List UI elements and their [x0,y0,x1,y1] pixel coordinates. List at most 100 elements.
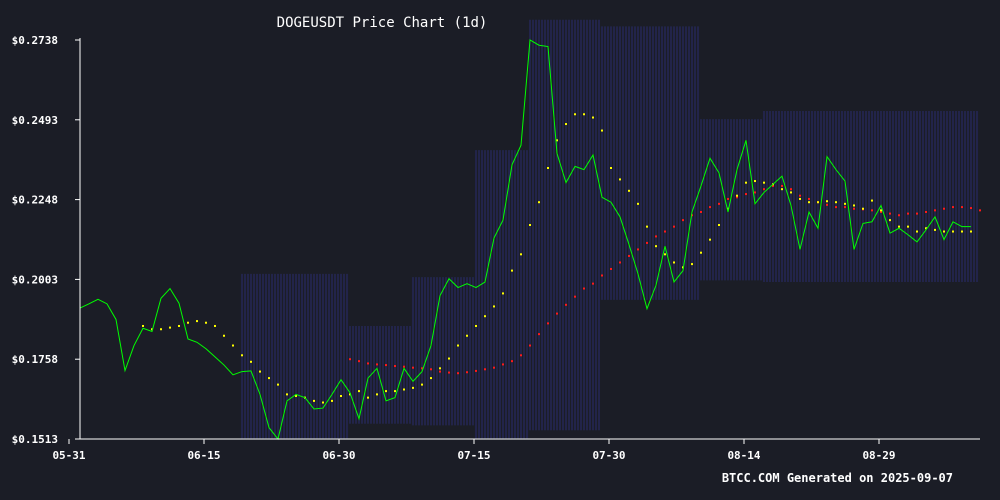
ma-short-point [718,224,720,227]
ma-long-point [709,206,711,209]
ma-short-point [916,230,918,233]
ma-long-series [349,184,981,375]
ma-long-point [772,184,774,187]
ma-short-point [943,230,945,233]
ma-short-point [547,167,549,170]
ma-long-point [664,230,666,233]
ma-long-point [439,370,441,373]
ma-long-point [394,365,396,368]
ma-long-point [466,371,468,374]
band-segment-0 [241,273,348,439]
ma-short-point [736,194,738,197]
ma-short-point [655,245,657,248]
ma-short-point [367,396,369,399]
ma-short-point [565,123,567,126]
ma-long-point [430,368,432,371]
x-tick-label: 06-30 [322,449,355,462]
ma-short-point [637,202,639,205]
ma-long-point [763,188,765,191]
ma-short-point [295,395,297,398]
ma-long-point [529,344,531,347]
ma-short-point [421,383,423,386]
ma-short-point [934,228,936,231]
band-segment-5 [601,26,699,300]
ma-short-point [952,230,954,233]
ma-long-point [502,363,504,366]
x-tick-label: 08-14 [727,449,760,462]
ma-short-point [160,328,162,331]
x-tick-label: 08-29 [862,449,895,462]
ma-long-point [916,212,918,215]
y-tick-label: $0.1758 [12,353,58,366]
ma-short-point [241,354,243,357]
ma-long-point [349,358,351,361]
ma-short-point [385,390,387,393]
ma-short-point [475,324,477,327]
ma-long-point [520,354,522,357]
ma-short-point [268,377,270,380]
ma-long-point [799,194,801,197]
x-tick-label: 05-31 [52,449,85,462]
ma-long-point [682,219,684,222]
ma-short-point [178,324,180,327]
x-tick-label: 07-15 [457,449,490,462]
ma-long-point [736,196,738,199]
ma-short-point [142,324,144,327]
ma-long-point [979,209,981,212]
ma-long-point [646,241,648,244]
ma-long-point [826,203,828,206]
band-layer [241,19,978,439]
ma-long-point [655,235,657,238]
ma-long-point [601,274,603,277]
ma-short-point [259,370,261,373]
ma-long-point [718,202,720,205]
ma-long-point [871,209,873,212]
ma-long-point [565,303,567,306]
y-tick-label: $0.1513 [12,433,58,446]
band-segment-3 [475,150,528,439]
ma-short-point [781,188,783,191]
ma-long-point [835,206,837,209]
ma-short-point [790,191,792,194]
ma-short-point [808,201,810,204]
y-tick-label: $0.2738 [12,34,58,47]
ma-short-point [610,167,612,170]
band-segment-2 [412,277,474,426]
band-segment-1 [349,325,411,424]
ma-long-point [412,366,414,369]
ma-short-point [448,357,450,360]
ma-short-point [529,224,531,227]
ma-short-point [511,269,513,272]
ma-short-point [763,181,765,184]
ma-short-point [340,395,342,398]
ma-long-point [547,322,549,325]
ma-short-point [538,201,540,204]
ma-short-point [457,344,459,347]
chart-footer: BTCC.COM Generated on 2025-09-07 [722,471,953,485]
ma-short-point [646,225,648,228]
ma-short-point [232,344,234,347]
y-tick-label: $0.2248 [12,194,58,207]
ma-long-point [484,368,486,371]
ma-short-point [628,189,630,192]
y-tick-label: $0.2003 [12,273,58,286]
ma-short-point [277,383,279,386]
ma-long-point [511,360,513,363]
ma-long-point [673,225,675,228]
ma-short-point [493,305,495,308]
ma-long-point [880,210,882,213]
ma-long-point [403,365,405,368]
ma-long-point [421,367,423,370]
ma-short-point [817,201,819,204]
ma-short-point [889,219,891,222]
ma-long-point [898,214,900,217]
ma-short-point [871,199,873,202]
ma-short-point [196,320,198,323]
ma-long-point [700,210,702,213]
ma-short-point [619,178,621,181]
ma-short-point [412,386,414,389]
ma-short-point [313,399,315,402]
ma-long-point [727,197,729,200]
